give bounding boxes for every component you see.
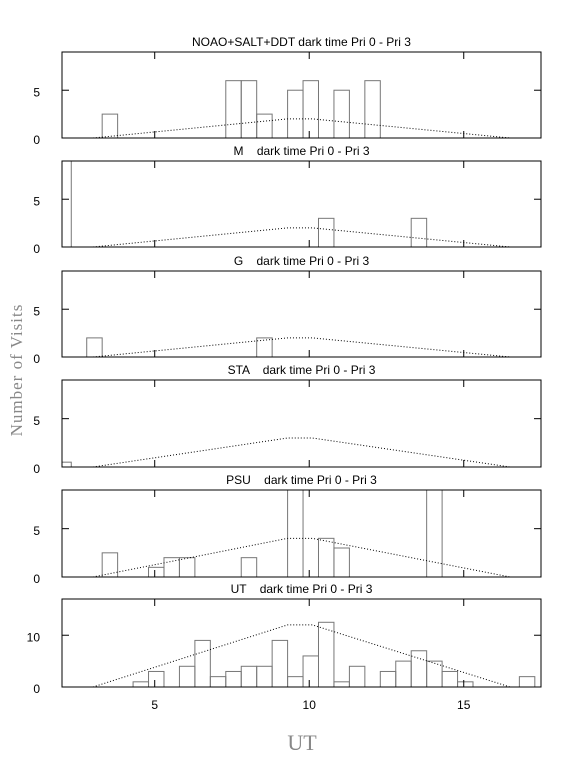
histogram-bar [101, 552, 119, 578]
histogram-bar [395, 660, 412, 688]
histogram-bar [333, 547, 350, 578]
histogram-bar [178, 557, 196, 578]
y-tick-label: 5 [33, 414, 40, 428]
y-tick-label: 5 [33, 85, 40, 99]
histogram-bar [132, 681, 150, 688]
histogram-bar [287, 676, 304, 688]
histogram-bar [163, 557, 180, 578]
histogram-bar [441, 670, 459, 688]
y-axis-label: Number of Visits [7, 304, 26, 437]
panel-title: PSU dark time Pri 0 - Pri 3 [226, 473, 377, 487]
expected-line [92, 227, 511, 248]
y-tick-label: 0 [33, 242, 40, 256]
histogram-bar [240, 557, 258, 578]
histogram-bar [240, 80, 258, 139]
y-tick-label: 5 [33, 524, 40, 538]
y-tick-label: 0 [33, 572, 40, 586]
histogram-bar [379, 670, 397, 688]
panel-title: M dark time Pri 0 - Pri 3 [233, 144, 369, 158]
histogram-bar [410, 217, 428, 248]
histogram-bar [410, 650, 428, 688]
y-tick-label: 0 [33, 682, 40, 696]
panel-frame [61, 51, 542, 139]
histogram-bar [61, 461, 72, 468]
histogram-bar [302, 655, 319, 688]
panel-title: STA dark time Pri 0 - Pri 3 [228, 363, 376, 377]
panel-frame [61, 598, 542, 688]
x-tick-label: 5 [151, 698, 158, 712]
x-tick-label: 15 [457, 698, 471, 712]
y-tick-label: 5 [33, 304, 40, 318]
histogram-bar [348, 665, 366, 688]
histogram-bar [225, 80, 242, 139]
histogram-bar [256, 113, 273, 139]
expected-line [92, 337, 511, 358]
histogram-bar [426, 660, 443, 688]
histogram-bar [518, 676, 536, 688]
histogram-bar [225, 670, 242, 688]
panel-frame [61, 160, 542, 248]
panel-frame [61, 379, 542, 468]
histogram-bar [178, 665, 196, 688]
x-axis-label: UT [287, 730, 317, 755]
histogram-bar [364, 80, 381, 139]
histogram-bar [86, 337, 103, 358]
panel-title: UT dark time Pri 0 - Pri 3 [231, 582, 373, 596]
histogram-bar [333, 89, 350, 139]
y-tick-label: 0 [33, 352, 40, 366]
histogram-bar [256, 665, 273, 688]
histogram-bar [426, 489, 443, 578]
histogram-bar [61, 160, 72, 248]
x-tick-label: 10 [303, 698, 317, 712]
panel-frame [61, 270, 542, 358]
histogram-bar [194, 639, 211, 688]
histogram-bar [287, 489, 304, 578]
histogram-bar [317, 621, 335, 688]
y-tick-label: 10 [27, 630, 41, 644]
expected-line [92, 118, 511, 139]
histogram-bar [333, 681, 350, 688]
expected-line [92, 624, 511, 688]
histogram-bar [148, 670, 165, 688]
y-tick-label: 0 [33, 133, 40, 147]
histogram-bar [209, 676, 227, 688]
histogram-bar [317, 217, 335, 248]
panel-frame [61, 489, 542, 578]
panel-title: G dark time Pri 0 - Pri 3 [234, 254, 370, 268]
expected-line [92, 437, 511, 468]
histogram-bar [317, 537, 335, 578]
expected-line [92, 537, 511, 578]
histogram-bar [148, 566, 165, 578]
histogram-bar [256, 337, 273, 358]
y-tick-label: 0 [33, 462, 40, 476]
histogram-bar [457, 681, 474, 688]
panel-title: NOAO+SALT+DDT dark time Pri 0 - Pri 3 [192, 35, 411, 49]
histogram-bar [101, 113, 119, 139]
histogram-bar [240, 665, 258, 688]
histogram-bar [271, 639, 289, 688]
y-tick-label: 5 [33, 194, 40, 208]
histogram-bar [287, 89, 304, 139]
histogram-bar [302, 80, 319, 139]
